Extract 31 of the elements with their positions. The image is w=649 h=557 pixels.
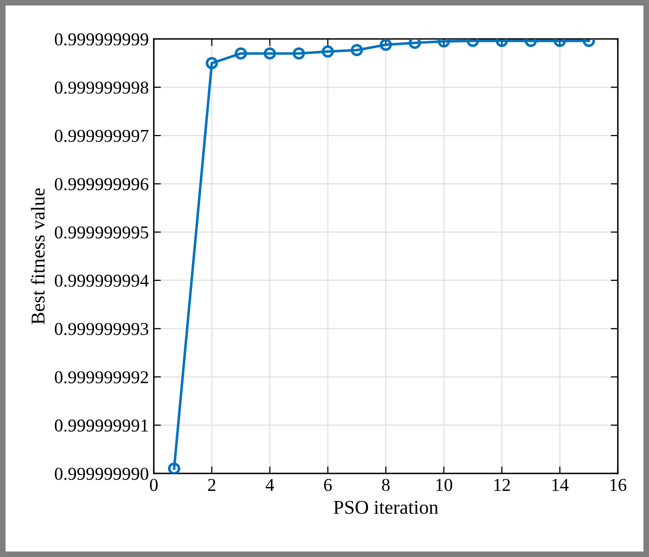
- x-tick-label: 0: [150, 478, 158, 492]
- point: [292, 47, 305, 60]
- y-tick-label: 0.999999992: [54, 371, 148, 384]
- point: [234, 47, 247, 60]
- x-tick-label: 14: [552, 478, 569, 491]
- y-tick-label: 0.999999990: [54, 468, 148, 480]
- point: [322, 45, 334, 58]
- x-tick-label: 4: [266, 478, 274, 491]
- y-tick-label: 0.999999994: [54, 274, 149, 287]
- point: [168, 462, 180, 474]
- y-tick-label: 0.999999996: [54, 178, 148, 190]
- point: [350, 44, 363, 56]
- x-tick-label: 8: [382, 478, 390, 492]
- y-tick-label: 0.999999995: [54, 226, 148, 239]
- x-tick-label: 10: [436, 478, 452, 492]
- point: [264, 47, 276, 60]
- y-tick-label: 0.999999993: [54, 322, 148, 336]
- point: [438, 38, 450, 48]
- point: [206, 57, 218, 70]
- y-tick-label: 0.999999997: [54, 130, 148, 142]
- y-tick-label: 0.999999998: [54, 82, 148, 94]
- x-tick-label: 2: [208, 478, 216, 491]
- point: [380, 38, 392, 51]
- y-axis-title: Best fitness value: [30, 188, 45, 324]
- x-axis-title: PSO iteration: [334, 500, 438, 514]
- y-tick-label: 0.999999991: [54, 419, 148, 432]
- y-tick-label: 0.999999999: [54, 33, 148, 46]
- x-tick-label: 16: [610, 478, 626, 492]
- point: [408, 38, 421, 49]
- x-tick-label: 6: [324, 478, 332, 492]
- x-tick-label: 12: [494, 478, 510, 491]
